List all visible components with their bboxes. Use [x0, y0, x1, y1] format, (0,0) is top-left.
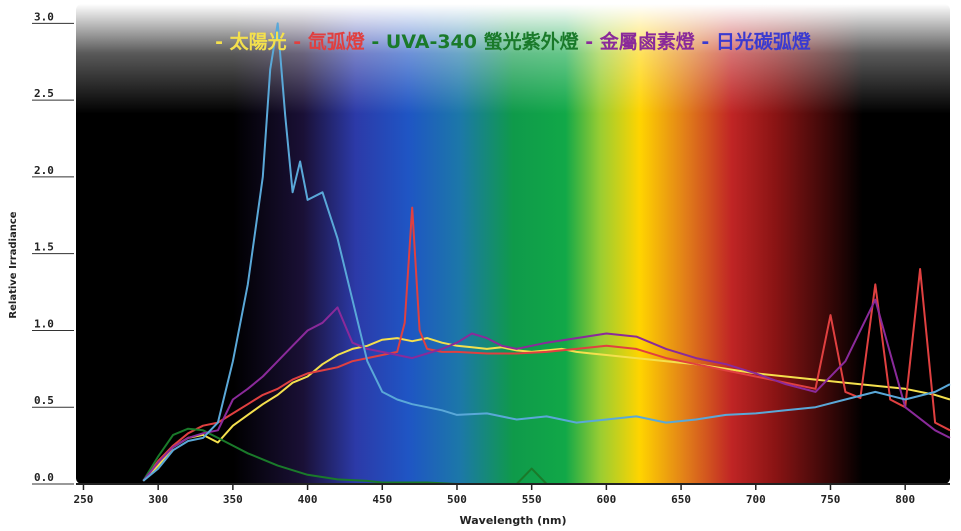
x-tick-label: 700 — [746, 493, 766, 506]
x-tick-label: 400 — [298, 493, 318, 506]
spectrum-background — [76, 4, 950, 484]
legend-entry-5: - 日光碳弧燈 — [701, 30, 812, 53]
y-tick-label: 2.0 — [34, 164, 54, 177]
x-axis-title: Wavelength (nm) — [460, 514, 567, 527]
x-tick-label: 550 — [522, 493, 542, 506]
x-tick-label: 350 — [223, 493, 243, 506]
y-tick-label: 2.5 — [34, 87, 54, 100]
series-line-5 — [142, 22, 951, 482]
y-axis-title: Relative Irradiance — [8, 211, 19, 318]
y-tick-label: 0.0 — [34, 471, 54, 484]
x-tick-label: 500 — [447, 493, 467, 506]
y-tick-label: 1.0 — [34, 317, 54, 330]
legend-entry-3: - UVA-340 螢光紫外燈 — [371, 30, 585, 53]
x-tick-label: 450 — [372, 493, 392, 506]
series-lines — [142, 22, 951, 485]
legend-entry-2: - 氙弧燈 — [293, 30, 371, 53]
x-axis: 250 300 350 400 450 500 550 600 650 700 750 800 — [74, 484, 915, 506]
y-axis: 0.0 0.5 1.0 1.5 2.0 2.5 3.0 — [32, 10, 74, 485]
x-tick-label: 300 — [148, 493, 168, 506]
y-tick-label: 1.5 — [34, 241, 54, 254]
series-line-3 — [142, 427, 950, 485]
x-tick-label: 750 — [821, 493, 841, 506]
x-tick-label: 250 — [74, 493, 94, 506]
x-tick-label: 650 — [671, 493, 691, 506]
series-line-4 — [142, 298, 951, 482]
legend-entry-4: - 金屬鹵素燈 — [585, 30, 701, 53]
x-tick-label: 600 — [596, 493, 616, 506]
y-tick-label: 3.0 — [34, 10, 54, 23]
y-tick-label: 0.5 — [34, 394, 54, 407]
legend-entry-1: - 太陽光 — [215, 30, 293, 53]
x-tick-label: 800 — [895, 493, 915, 506]
legend: - 太陽光 - 氙弧燈 - UVA-340 螢光紫外燈 - 金屬鹵素燈 - 日光… — [215, 30, 812, 53]
